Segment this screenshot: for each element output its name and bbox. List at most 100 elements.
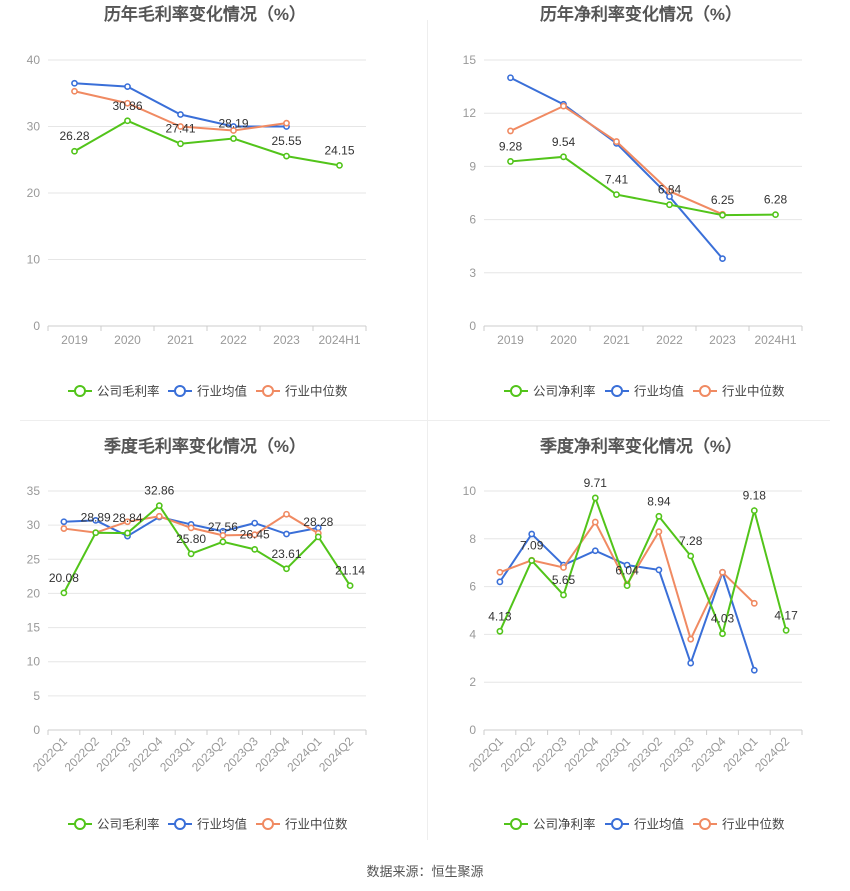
data-point-industry_median (560, 564, 567, 571)
legend-label: 行业中位数 (722, 384, 785, 399)
series-line-company (510, 155, 776, 217)
data-point-industry_median (283, 119, 290, 127)
legend-label: 公司毛利率 (97, 817, 160, 832)
y-tick-label: 20 (27, 186, 41, 200)
data-point-company (124, 117, 131, 125)
data-point-industry_avg (251, 519, 259, 527)
y-tick-label: 0 (33, 319, 40, 333)
data-point-company (528, 557, 536, 564)
data-point-industry_median (124, 518, 131, 526)
series-line-company (63, 504, 351, 594)
legend-label: 公司毛利率 (97, 384, 160, 399)
data-label: 4.13 (488, 609, 512, 623)
data-point-industry_median (251, 531, 259, 539)
data-point-industry_avg (528, 530, 536, 538)
data-point-industry_avg (719, 255, 726, 263)
data-point-industry_median (71, 87, 78, 95)
data-label: 7.28 (679, 534, 703, 548)
data-label: 7.09 (520, 539, 544, 553)
data-point-industry_median (655, 528, 663, 536)
data-label: 26.45 (240, 527, 270, 541)
y-tick-label: 0 (469, 319, 476, 333)
y-tick-label: 0 (33, 723, 40, 737)
data-point-company (187, 550, 195, 558)
data-label: 28.19 (218, 117, 248, 131)
data-point-company (283, 152, 290, 160)
data-point-industry_avg (623, 561, 631, 569)
data-point-company (336, 162, 343, 169)
data-label: 6.04 (615, 564, 639, 578)
x-tick-label: 2024H1 (754, 333, 796, 347)
data-point-industry_median (177, 123, 184, 130)
series-line-industry_avg (499, 532, 756, 671)
data-label: 28.89 (81, 511, 111, 525)
data-label: 8.94 (647, 494, 671, 508)
legend-marker-industry_median (699, 818, 711, 830)
legend-marker-company (510, 818, 522, 830)
data-point-company (623, 582, 631, 590)
data-source: 数据来源：恒生聚源 (366, 864, 483, 879)
series-line-company (74, 119, 340, 167)
data-point-industry_avg (750, 666, 758, 674)
y-tick-label: 12 (463, 106, 477, 120)
legend-marker-company (74, 818, 86, 830)
data-label: 24.15 (324, 143, 354, 157)
chart-title: 季度毛利率变化情况（%） (104, 436, 306, 456)
legend-marker-company (74, 385, 86, 397)
data-point-company (666, 201, 673, 209)
data-label: 6.84 (658, 183, 682, 197)
data-point-company (177, 140, 184, 148)
chart-title: 历年净利率变化情况（%） (540, 4, 742, 24)
legend-label: 行业中位数 (285, 817, 348, 832)
series-line-industry_avg (74, 82, 287, 128)
y-tick-label: 30 (27, 518, 41, 532)
data-point-industry_avg (124, 83, 131, 90)
horizontal-divider (20, 420, 830, 421)
x-tick-label: 2023 (709, 333, 736, 347)
data-point-industry_median (496, 568, 504, 576)
data-label: 4.17 (774, 608, 798, 622)
data-point-company (314, 533, 322, 541)
data-point-company (230, 135, 237, 142)
x-tick-label: 2020 (550, 333, 577, 347)
data-point-company (92, 529, 100, 537)
legend-marker-company (510, 385, 522, 397)
y-tick-label: 6 (469, 213, 476, 227)
data-point-industry_median (591, 518, 599, 526)
data-label: 25.55 (271, 134, 301, 148)
legend-marker-industry_avg (174, 385, 186, 397)
y-tick-label: 6 (469, 580, 476, 594)
chart-panel-3: 季度毛利率变化情况（%）051015202530352022Q12022Q220… (27, 436, 367, 832)
data-point-company (719, 211, 726, 219)
data-point-industry_median (187, 524, 195, 532)
data-label: 20.08 (49, 571, 79, 585)
y-tick-label: 0 (469, 723, 476, 737)
data-point-industry_median (666, 187, 673, 195)
data-point-company (283, 565, 290, 573)
data-label: 25.80 (176, 532, 206, 546)
legend-label: 行业均值 (197, 384, 247, 399)
data-label: 23.61 (271, 547, 301, 561)
y-tick-label: 2 (469, 675, 476, 689)
legend-marker-industry_median (262, 385, 274, 397)
x-tick-label: 2023 (273, 333, 300, 347)
vertical-divider (427, 20, 428, 840)
data-label: 7.41 (605, 173, 629, 187)
data-point-industry_median (719, 568, 726, 576)
x-tick-label: 2022 (220, 333, 247, 347)
data-point-industry_median (507, 127, 514, 135)
data-label: 28.84 (112, 511, 142, 525)
chart-title: 历年毛利率变化情况（%） (104, 4, 306, 24)
data-point-company (496, 627, 504, 635)
data-point-industry_median (687, 635, 695, 643)
legend-label: 公司净利率 (533, 817, 596, 832)
data-point-company (560, 591, 567, 599)
data-label: 9.28 (499, 139, 523, 153)
data-point-company (772, 211, 779, 219)
y-tick-label: 10 (463, 484, 477, 498)
data-point-company (750, 507, 758, 514)
x-tick-label: 2022 (656, 333, 683, 347)
y-tick-label: 15 (27, 621, 41, 635)
chart-panel-4: 季度净利率变化情况（%）02468102022Q12022Q22022Q3202… (463, 436, 803, 832)
